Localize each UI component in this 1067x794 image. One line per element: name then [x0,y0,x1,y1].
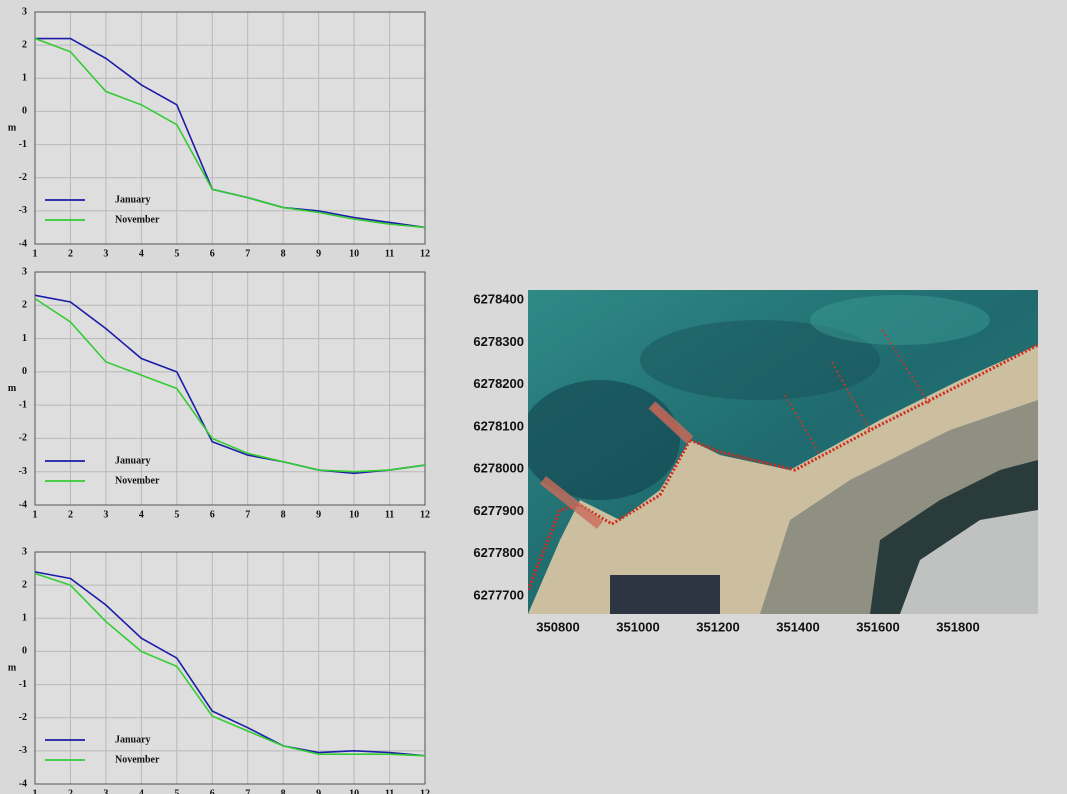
y-tick-label: 2 [22,39,27,50]
x-tick-label: 12 [420,788,430,794]
data-line [34,571,426,757]
x-tick-label: 3 [103,248,108,259]
x-tick-label: 4 [139,788,144,794]
x-tick-label: 2 [68,788,73,794]
y-tick-label: 3 [22,266,27,277]
x-tick-label: 7 [245,248,250,259]
x-tick-label: 350800 [536,619,579,634]
y-tick-label: 1 [22,613,27,624]
data-line [34,294,426,475]
x-tick-label: 2 [68,509,73,520]
data-line [34,572,426,757]
x-tick-label: 5 [174,788,179,794]
plot-area [35,552,425,784]
aerial-image [528,290,1038,614]
plot-frame [34,11,426,245]
y-tick-label: 6278300 [473,334,524,349]
data-line [34,37,426,229]
y-tick-label: 6278400 [473,292,524,307]
legend-label: November [115,214,160,225]
x-tick-label: 12 [420,248,430,259]
x-tick-label: 11 [385,248,394,259]
y-tick-label: 3 [22,6,27,17]
x-tick-label: 6 [210,509,215,520]
y-tick-label: 6278100 [473,418,524,433]
y-tick-label: -3 [19,466,27,477]
y-axis-label: m [8,662,17,673]
x-tick-label: 1 [33,509,38,520]
y-tick-label: -3 [19,745,27,756]
y-tick-label: 0 [22,646,27,657]
y-tick-label: 2 [22,300,27,311]
legend-label: January [115,455,151,466]
x-tick-label: 8 [281,788,286,794]
x-tick-label: 351400 [776,619,819,634]
y-tick-label: -3 [19,205,27,216]
x-tick-label: 9 [316,788,321,794]
plot-area [35,272,425,505]
x-tick-label: 11 [385,788,394,794]
y-axis-label: m [8,122,17,133]
x-tick-label: 3 [103,509,108,520]
x-tick-label: 351600 [856,619,899,634]
data-line [34,297,426,473]
y-tick-label: 6278200 [473,376,524,391]
x-tick-label: 10 [349,248,359,259]
legend-label: November [115,475,160,486]
x-tick-label: 351200 [696,619,739,634]
x-tick-label: 8 [281,248,286,259]
y-tick-label: -1 [19,399,27,410]
y-axis-label: m [8,383,17,394]
legend-label: January [115,734,151,745]
x-tick-label: 10 [349,509,359,520]
y-tick-label: 3 [22,546,27,557]
x-tick-label: 7 [245,788,250,794]
y-tick-label: 6278000 [473,461,524,476]
x-tick-label: 9 [316,248,321,259]
x-tick-label: 7 [245,509,250,520]
x-tick-label: 10 [349,788,359,794]
y-tick-label: 1 [22,73,27,84]
x-tick-label: 8 [281,509,286,520]
y-tick-label: 0 [22,106,27,117]
x-tick-label: 3 [103,788,108,794]
plot-frame [34,551,426,785]
x-tick-label: 6 [210,248,215,259]
y-tick-label: 6277800 [473,545,524,560]
y-tick-label: 6277700 [473,587,524,602]
x-tick-label: 1 [33,248,38,259]
x-tick-label: 1 [33,788,38,794]
y-tick-label: -2 [19,712,27,723]
x-tick-label: 5 [174,509,179,520]
legend-label: November [115,754,160,765]
x-tick-label: 2 [68,248,73,259]
y-tick-label: -4 [19,778,27,789]
y-tick-label: 0 [22,366,27,377]
y-tick-label: -2 [19,433,27,444]
x-tick-label: 5 [174,248,179,259]
x-tick-label: 9 [316,509,321,520]
y-tick-label: -2 [19,172,27,183]
x-tick-label: 4 [139,509,144,520]
plot-area [35,12,425,244]
y-tick-label: -4 [19,499,27,510]
y-tick-label: 1 [22,333,27,344]
plot-frame [34,271,426,506]
x-tick-label: 11 [385,509,394,520]
y-tick-label: -4 [19,238,27,249]
y-tick-label: 6277900 [473,503,524,518]
y-tick-label: 2 [22,579,27,590]
x-tick-label: 351000 [616,619,659,634]
x-tick-label: 4 [139,248,144,259]
y-tick-label: -1 [19,679,27,690]
legend-label: January [115,194,151,205]
y-tick-label: -1 [19,139,27,150]
x-tick-label: 12 [420,509,430,520]
x-tick-label: 6 [210,788,215,794]
x-tick-label: 351800 [936,619,979,634]
